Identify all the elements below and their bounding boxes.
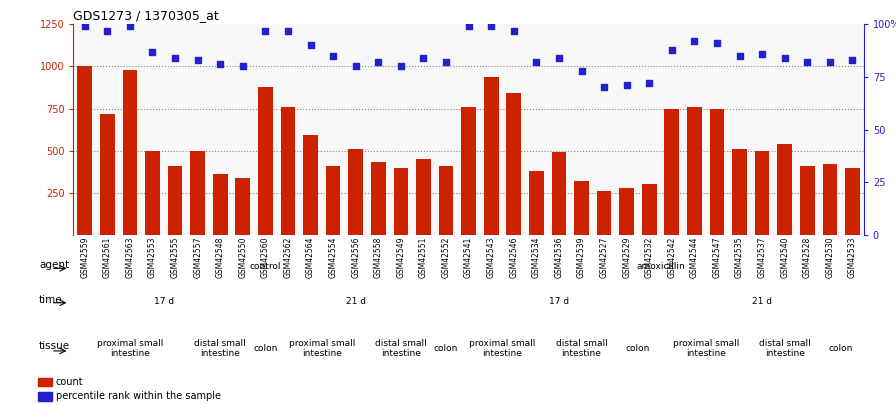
Text: percentile rank within the sample: percentile rank within the sample (56, 391, 220, 401)
Text: colon: colon (625, 344, 650, 353)
Bar (597, 191, 611, 235)
Point (280, 28, 295, 34)
Text: 17 d: 17 d (154, 297, 174, 306)
Bar (619, 188, 634, 235)
Bar (258, 87, 272, 235)
Text: agent: agent (39, 260, 69, 271)
Bar (823, 164, 837, 235)
Text: distal small
intestine: distal small intestine (556, 339, 607, 358)
Bar (416, 159, 431, 235)
Point (506, 28, 521, 34)
Text: distal small
intestine: distal small intestine (194, 339, 246, 358)
Bar (778, 144, 792, 235)
Bar (123, 70, 137, 235)
Point (213, 61, 228, 68)
Point (236, 63, 250, 70)
Point (78, 23, 92, 30)
Point (552, 55, 566, 61)
Bar (461, 107, 476, 235)
Point (461, 23, 476, 30)
Point (732, 53, 746, 59)
Text: control: control (250, 262, 281, 271)
Point (800, 59, 814, 66)
Bar (349, 149, 363, 235)
Bar (168, 166, 183, 235)
Point (823, 59, 837, 66)
Point (258, 28, 272, 34)
Bar (800, 166, 814, 235)
Text: time: time (39, 295, 63, 305)
Bar (506, 94, 521, 235)
Point (191, 57, 205, 63)
Point (326, 53, 340, 59)
Bar (574, 181, 589, 235)
Bar (529, 171, 544, 235)
Bar (665, 109, 679, 235)
Point (393, 63, 408, 70)
Bar (303, 136, 318, 235)
Point (123, 23, 137, 30)
Text: distal small
intestine: distal small intestine (759, 339, 811, 358)
Point (304, 42, 318, 49)
Point (530, 59, 544, 66)
Bar (732, 149, 747, 235)
Text: count: count (56, 377, 83, 387)
Bar (439, 166, 453, 235)
Text: GDS1273 / 1370305_at: GDS1273 / 1370305_at (73, 9, 220, 22)
Text: colon: colon (254, 344, 278, 353)
Text: proximal small
intestine: proximal small intestine (289, 339, 355, 358)
Text: proximal small
intestine: proximal small intestine (673, 339, 739, 358)
Bar (145, 151, 159, 235)
Text: 21 d: 21 d (346, 297, 366, 306)
Bar (190, 151, 205, 235)
Bar (393, 168, 409, 235)
Bar (213, 174, 228, 235)
Point (484, 23, 498, 30)
Point (371, 59, 385, 66)
Point (778, 55, 792, 61)
Point (665, 46, 679, 53)
Bar (484, 77, 498, 235)
Bar (38, 378, 52, 386)
Bar (552, 152, 566, 235)
Bar (236, 178, 250, 235)
Bar (77, 66, 92, 235)
Text: distal small
intestine: distal small intestine (375, 339, 426, 358)
Text: proximal small
intestine: proximal small intestine (97, 339, 163, 358)
Point (619, 82, 633, 89)
Bar (845, 168, 860, 235)
Point (439, 59, 453, 66)
Point (755, 51, 770, 57)
Point (168, 55, 182, 61)
Bar (710, 109, 724, 235)
Text: proximal small
intestine: proximal small intestine (470, 339, 536, 358)
Bar (326, 166, 340, 235)
Text: 21 d: 21 d (752, 297, 772, 306)
Bar (754, 151, 770, 235)
Point (710, 40, 724, 47)
Text: 17 d: 17 d (549, 297, 569, 306)
Text: colon: colon (434, 344, 458, 353)
Point (687, 38, 702, 45)
Point (100, 28, 115, 34)
Bar (100, 113, 115, 235)
Bar (687, 107, 702, 235)
Text: amoxicillin: amoxicillin (636, 262, 685, 271)
Bar (280, 107, 296, 235)
Text: tissue: tissue (39, 341, 70, 351)
Point (642, 80, 657, 87)
Point (145, 49, 159, 55)
Text: colon: colon (829, 344, 853, 353)
Point (845, 57, 859, 63)
Bar (38, 392, 52, 401)
Point (349, 63, 363, 70)
Point (417, 55, 431, 61)
Bar (642, 184, 657, 235)
Bar (371, 162, 385, 235)
Point (574, 67, 589, 74)
Point (597, 84, 611, 91)
